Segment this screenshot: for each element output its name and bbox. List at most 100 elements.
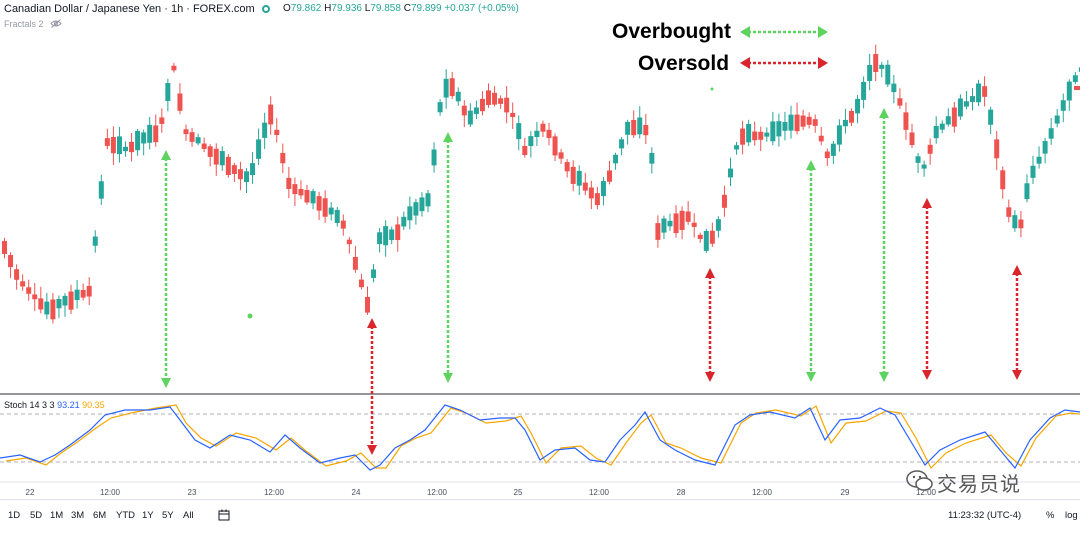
timeframe-1y[interactable]: 1Y bbox=[142, 510, 154, 521]
candle-body bbox=[679, 210, 685, 230]
clock-timezone[interactable]: 11:23:32 (UTC-4) bbox=[948, 510, 1022, 521]
candle-body bbox=[1042, 141, 1048, 154]
candle-body bbox=[957, 98, 963, 117]
candle-body bbox=[68, 291, 74, 310]
candle-body bbox=[165, 83, 171, 101]
candle-body bbox=[697, 234, 703, 239]
candle-body bbox=[371, 269, 377, 278]
candle-body bbox=[401, 216, 407, 227]
candle-body bbox=[855, 98, 861, 114]
overbought-arrow bbox=[443, 132, 453, 383]
candle-body bbox=[631, 119, 637, 136]
candle-body bbox=[346, 239, 352, 245]
candle-body bbox=[292, 184, 298, 195]
candle-body bbox=[885, 64, 891, 85]
candle-body bbox=[431, 149, 437, 166]
overbought-legend-arrow-icon bbox=[740, 26, 828, 38]
fractal-dot bbox=[247, 313, 253, 319]
candle-body bbox=[492, 92, 498, 105]
open-value: 79.862 bbox=[290, 3, 322, 14]
change-value: +0.037 (+0.05%) bbox=[444, 3, 519, 14]
candle-body bbox=[933, 125, 939, 139]
time-tick: 12:00 bbox=[915, 488, 937, 497]
candle-body bbox=[861, 81, 867, 100]
timeframe-ytd[interactable]: YTD bbox=[116, 510, 135, 521]
candle-body bbox=[552, 136, 558, 156]
candle-body bbox=[116, 136, 122, 155]
candle-body bbox=[237, 169, 243, 180]
candle-body bbox=[522, 146, 528, 155]
overbought-arrow bbox=[879, 108, 889, 382]
candle-body bbox=[758, 131, 764, 140]
candle-body bbox=[358, 279, 364, 288]
timeframe-3m[interactable]: 3M bbox=[71, 510, 85, 521]
timeframe-5d[interactable]: 5D bbox=[30, 510, 43, 521]
candle-body bbox=[921, 164, 927, 169]
candle-body bbox=[740, 128, 746, 145]
candle-body bbox=[250, 163, 256, 176]
candle-body bbox=[824, 151, 830, 159]
candle-body bbox=[104, 138, 110, 146]
symbol-title[interactable]: Canadian Dollar / Japanese Yen · 1h · FO… bbox=[4, 3, 255, 15]
candle-body bbox=[1036, 156, 1042, 164]
candle-body bbox=[455, 91, 461, 102]
candle-body bbox=[794, 114, 800, 132]
candle-body bbox=[721, 194, 727, 208]
candle-body bbox=[764, 132, 770, 137]
candle-body bbox=[1066, 81, 1072, 101]
date-range-icon[interactable] bbox=[218, 509, 231, 522]
candle-body bbox=[437, 102, 443, 113]
candle-body bbox=[734, 145, 740, 150]
candle-body bbox=[316, 196, 322, 211]
timeframe-all[interactable]: All bbox=[183, 510, 194, 521]
wechat-logo-icon bbox=[906, 470, 933, 491]
time-tick: 28 bbox=[676, 488, 686, 497]
candle-body bbox=[1030, 165, 1036, 178]
candle-body bbox=[1024, 183, 1030, 200]
high-value: 79.936 bbox=[331, 3, 362, 14]
candle-body bbox=[256, 139, 262, 159]
candle-body bbox=[746, 124, 752, 143]
candle-body bbox=[649, 152, 655, 164]
candle-body bbox=[576, 170, 582, 186]
candle-body bbox=[340, 220, 346, 229]
candle-body bbox=[988, 109, 994, 125]
candle-body bbox=[201, 143, 207, 149]
candle-body bbox=[268, 104, 274, 125]
candle-body bbox=[570, 166, 576, 184]
candle-body bbox=[1060, 100, 1066, 111]
log-toggle[interactable]: log bbox=[1065, 510, 1078, 521]
price-marker bbox=[1074, 86, 1080, 90]
fractal-dot bbox=[710, 87, 714, 91]
candle-body bbox=[836, 125, 842, 145]
low-value: 79.858 bbox=[370, 3, 401, 14]
candle-body bbox=[352, 256, 358, 270]
candle-body bbox=[867, 64, 873, 81]
timeframe-1m[interactable]: 1M bbox=[50, 510, 64, 521]
fractals-indicator-label[interactable]: Fractals 2 bbox=[4, 19, 44, 29]
price-chart[interactable] bbox=[0, 0, 1080, 500]
legend-oversold-label: Oversold bbox=[638, 52, 730, 75]
candle-body bbox=[20, 281, 26, 287]
candle-body bbox=[419, 197, 425, 212]
candle-body bbox=[806, 116, 812, 125]
candle-body bbox=[715, 219, 721, 231]
percent-toggle[interactable]: % bbox=[1046, 510, 1055, 521]
candle-body bbox=[1018, 219, 1024, 229]
hide-eye-icon[interactable] bbox=[50, 19, 62, 28]
candle-body bbox=[44, 301, 50, 315]
candle-body bbox=[752, 131, 758, 141]
timeframe-1d[interactable]: 1D bbox=[8, 510, 21, 521]
candle-body bbox=[637, 117, 643, 135]
candle-body bbox=[141, 132, 147, 144]
stoch-d-value: 90.35 bbox=[82, 400, 105, 410]
candle-body bbox=[395, 224, 401, 241]
timeframe-6m[interactable]: 6M bbox=[93, 510, 107, 521]
candle-body bbox=[129, 141, 135, 153]
timeframe-5y[interactable]: 5Y bbox=[162, 510, 174, 521]
candle-body bbox=[510, 112, 516, 118]
candle-body bbox=[976, 83, 982, 103]
candle-body bbox=[619, 139, 625, 149]
stoch-indicator-label[interactable]: Stoch 14 3 3 93.21 90.35 bbox=[4, 400, 105, 410]
candle-body bbox=[62, 295, 68, 306]
